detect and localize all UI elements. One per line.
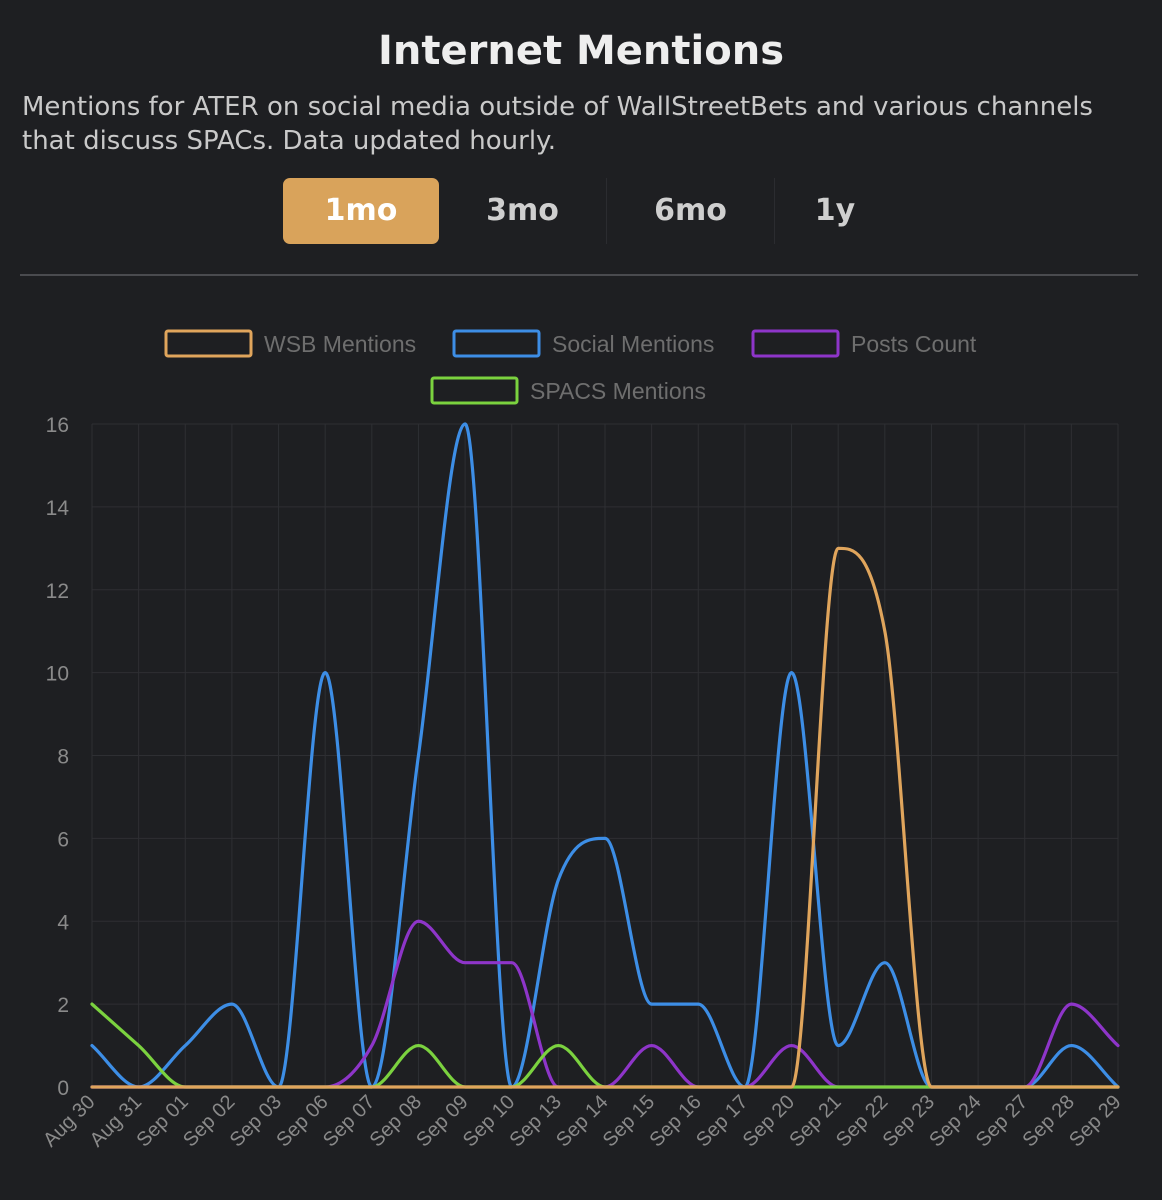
legend-item: Posts Count xyxy=(751,329,977,358)
x-tick-label: Sep 21 xyxy=(785,1091,845,1151)
y-tick-label: 10 xyxy=(46,663,69,686)
tab-3mo[interactable]: 3mo xyxy=(486,193,559,228)
tab-separator xyxy=(606,178,607,244)
tab-6mo[interactable]: 6mo xyxy=(654,193,727,228)
y-tick-label: 12 xyxy=(46,580,69,603)
legend-item: Social Mentions xyxy=(452,329,714,358)
y-tick-label: 6 xyxy=(57,828,69,851)
x-tick-label: Sep 29 xyxy=(1065,1091,1125,1151)
x-tick-label: Sep 20 xyxy=(739,1091,799,1151)
x-tick-label: Sep 16 xyxy=(645,1091,705,1151)
y-tick-label: 4 xyxy=(57,911,69,934)
y-tick-label: 2 xyxy=(57,994,69,1017)
legend-swatch xyxy=(430,376,519,405)
x-tick-label: Sep 07 xyxy=(319,1091,379,1151)
x-tick-label: Sep 24 xyxy=(925,1091,985,1151)
x-tick-label: Sep 10 xyxy=(459,1091,519,1151)
y-tick-label: 14 xyxy=(46,497,70,520)
x-tick-label: Sep 15 xyxy=(599,1091,659,1151)
x-tick-label: Sep 17 xyxy=(692,1091,752,1151)
series-line-wsb-mentions xyxy=(90,546,1120,1089)
tab-separator xyxy=(774,178,775,244)
x-tick-label: Sep 14 xyxy=(552,1091,612,1151)
tab-1mo[interactable]: 1mo xyxy=(283,178,439,244)
legend-label: Social Mentions xyxy=(552,331,714,357)
y-tick-label: 8 xyxy=(57,746,69,769)
x-tick-label: Sep 13 xyxy=(506,1091,566,1151)
page-subtitle: Mentions for ATER on social media outsid… xyxy=(22,92,1093,156)
x-tick-label: Sep 28 xyxy=(1019,1091,1079,1151)
timeframe-tabs: 1mo 3mo 6mo 1y xyxy=(283,178,895,244)
legend-swatch xyxy=(452,329,541,358)
legend-item: SPACS Mentions xyxy=(430,376,706,405)
x-tick-label: Sep 08 xyxy=(366,1091,426,1151)
legend-swatch xyxy=(164,329,253,358)
page-title: Internet Mentions xyxy=(378,28,784,74)
tab-1y[interactable]: 1y xyxy=(814,193,856,228)
y-tick-label: 16 xyxy=(46,414,69,437)
y-tick-label: 0 xyxy=(57,1077,69,1100)
x-tick-label: Sep 01 xyxy=(132,1091,192,1151)
x-tick-label: Sep 03 xyxy=(226,1091,286,1151)
legend-swatch xyxy=(751,329,840,358)
x-tick-label: Sep 09 xyxy=(412,1091,472,1151)
x-tick-label: Aug 30 xyxy=(39,1091,99,1151)
x-tick-label: Sep 23 xyxy=(879,1091,939,1151)
x-tick-label: Sep 06 xyxy=(272,1091,332,1151)
legend-label: Posts Count xyxy=(851,331,977,357)
series-line-social-mentions xyxy=(90,422,1120,1089)
x-tick-label: Aug 31 xyxy=(86,1091,146,1151)
header-divider xyxy=(20,274,1138,276)
legend-label: SPACS Mentions xyxy=(530,378,706,404)
x-tick-label: Sep 22 xyxy=(832,1091,892,1151)
x-tick-label: Sep 02 xyxy=(179,1091,239,1151)
legend-label: WSB Mentions xyxy=(264,331,416,357)
legend-item: WSB Mentions xyxy=(164,329,416,358)
x-tick-label: Sep 27 xyxy=(972,1091,1032,1151)
mentions-line-chart: WSB Mentions Social Mentions Posts Count SP… xyxy=(39,329,1126,1151)
